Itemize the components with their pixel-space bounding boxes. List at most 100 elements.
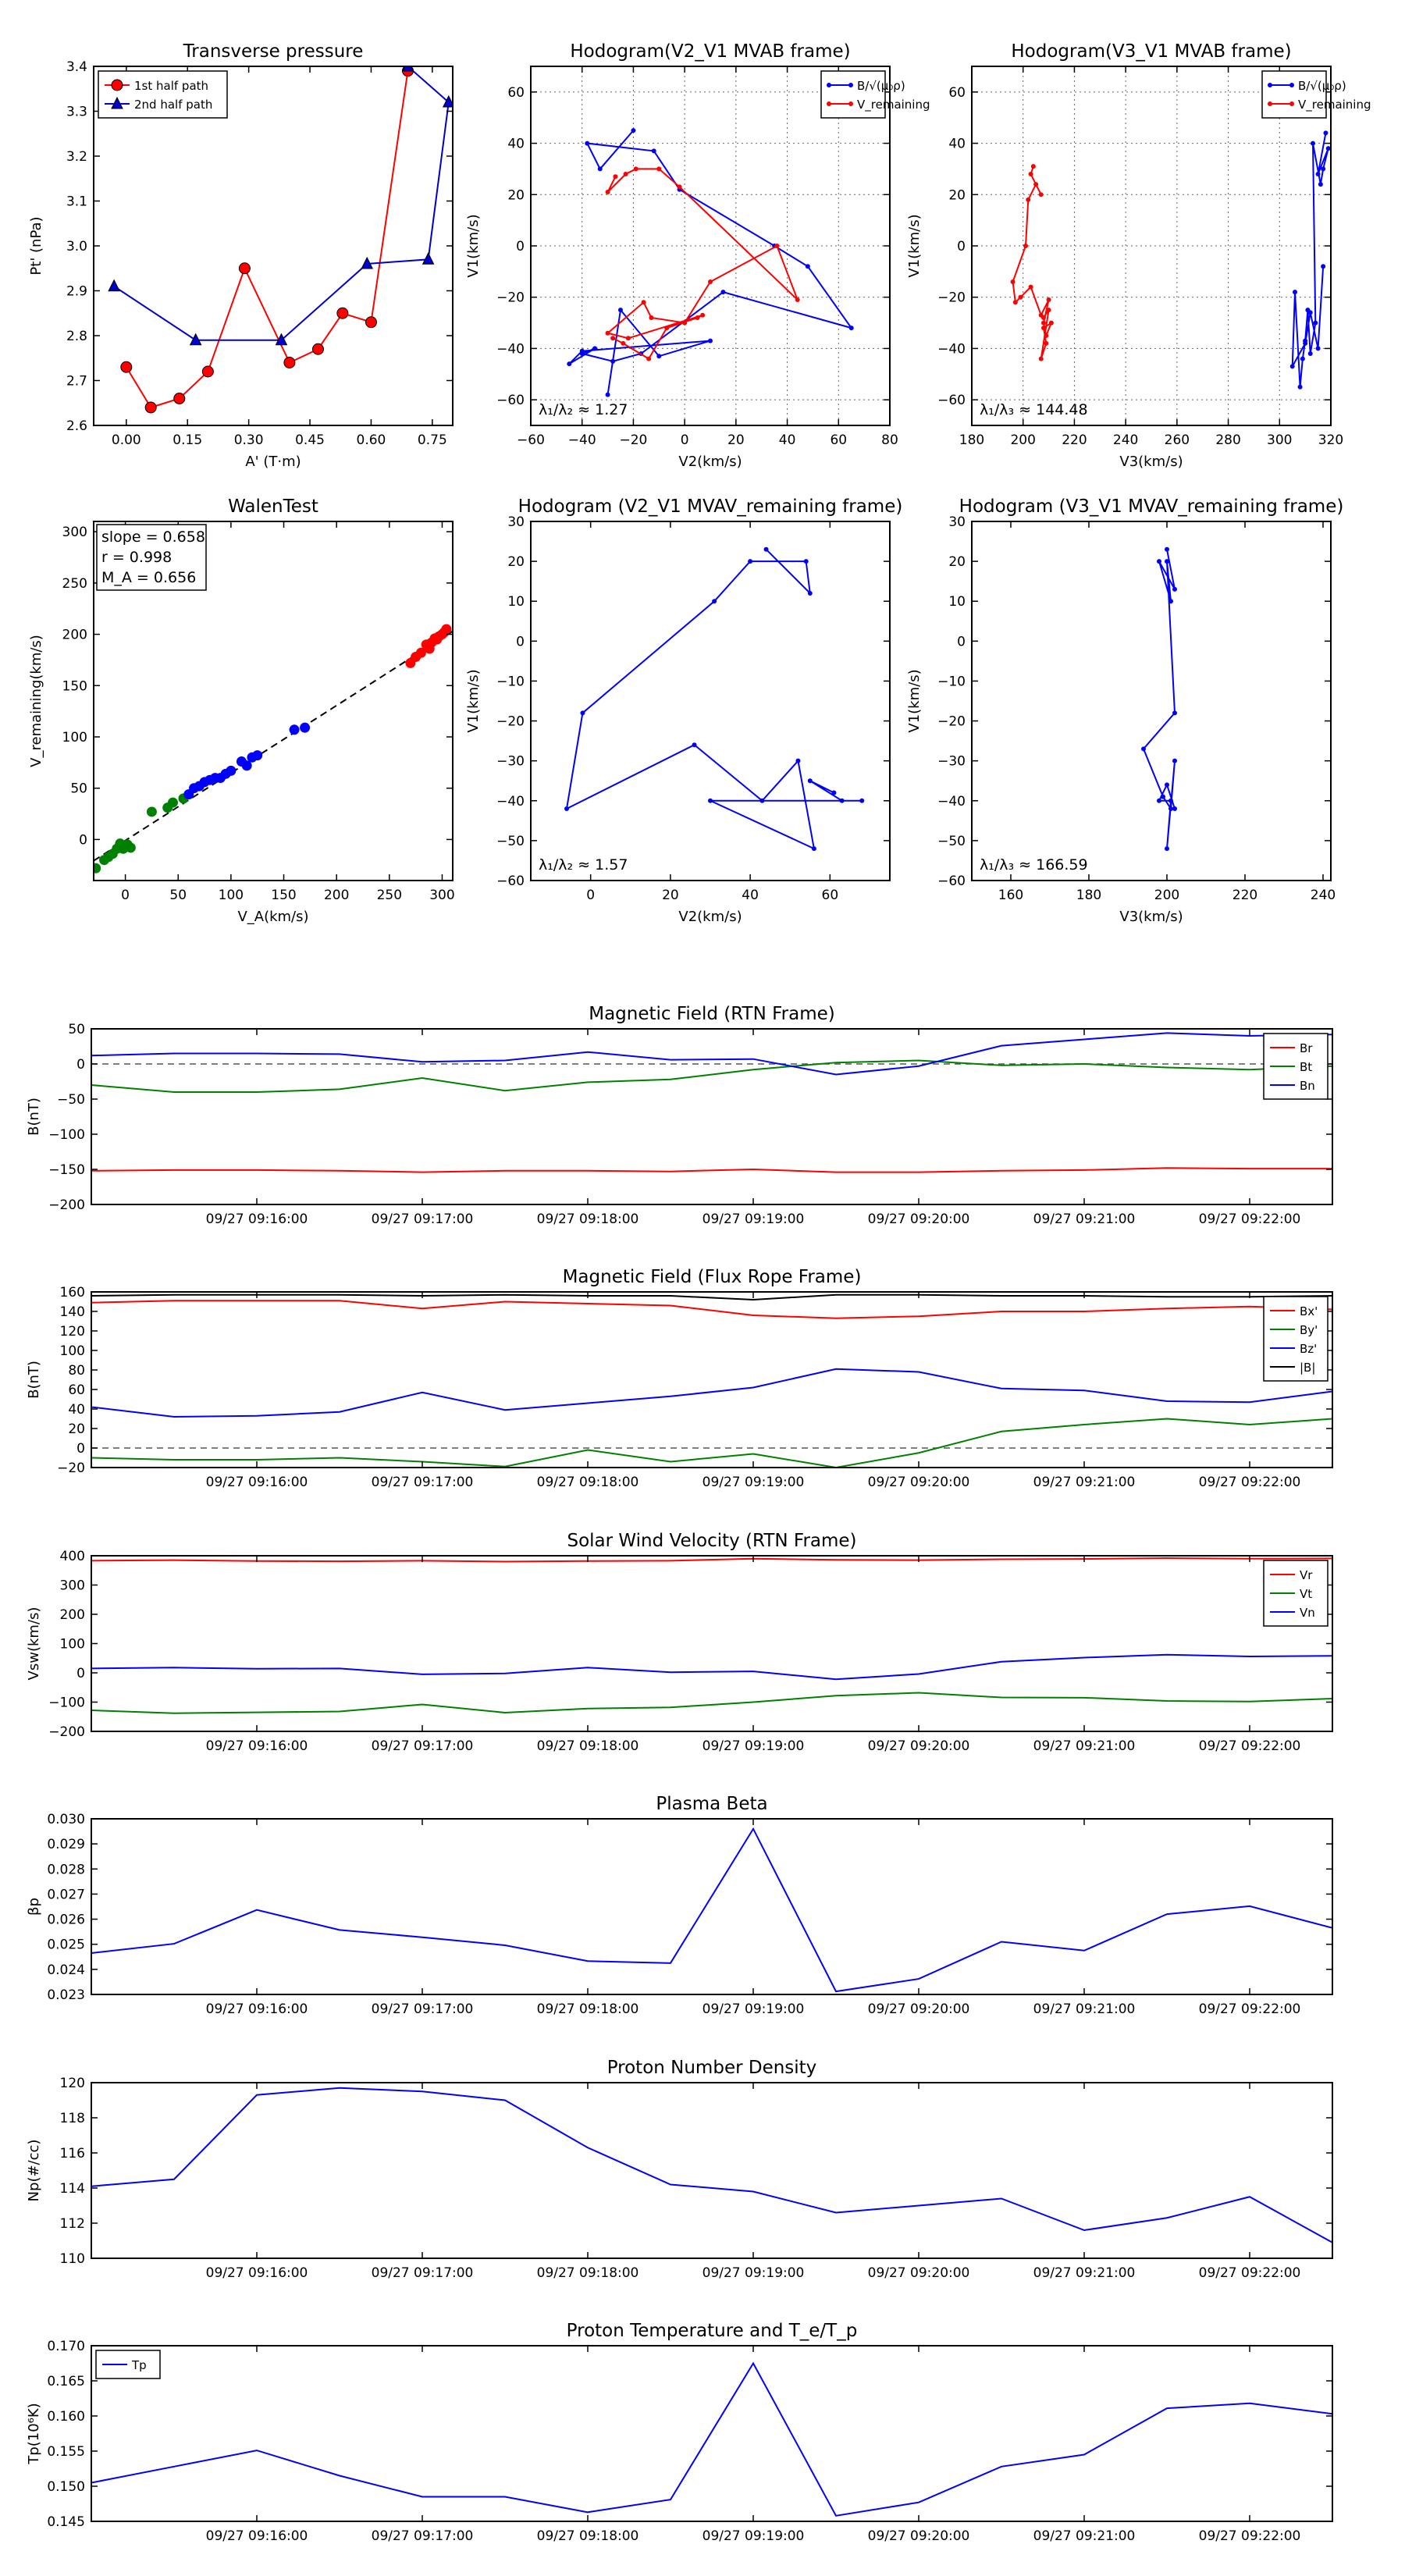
y-tick-label: −40 <box>496 341 525 357</box>
y-axis-label: V1(km/s) <box>465 214 482 277</box>
data-point <box>807 591 813 596</box>
chart-annotation: λ₁/λ₂ ≈ 1.57 <box>539 856 628 873</box>
y-tick-label: 0 <box>957 239 966 254</box>
series-b- <box>567 128 854 397</box>
y-tick-label: 50 <box>70 781 87 797</box>
y-axis-label: B(nT) <box>26 1361 42 1399</box>
legend-label: V_remaining <box>857 98 930 112</box>
legend-marker <box>827 101 831 106</box>
x-tick-label: 180 <box>1076 888 1101 903</box>
y-tick-label: 0.024 <box>47 1962 85 1978</box>
legend-label: Bt <box>1300 1060 1312 1074</box>
x-tick-label: 200 <box>324 888 349 903</box>
x-tick-label: 09/27 09:21:00 <box>1033 2528 1136 2544</box>
y-tick-label: 40 <box>507 137 525 152</box>
data-point <box>759 798 765 803</box>
x-tick-label: 09/27 09:20:00 <box>868 1475 970 1490</box>
y-tick-label: −60 <box>496 393 525 408</box>
y-tick-label: −10 <box>496 674 525 689</box>
x-tick-label: 50 <box>169 888 187 903</box>
x-tick-label: 09/27 09:16:00 <box>206 1738 308 1754</box>
y-tick-label: 114 <box>60 2181 85 2197</box>
x-tick-label: 09/27 09:16:00 <box>206 2001 308 2017</box>
y-tick-label: −200 <box>48 1197 85 1213</box>
chart-hodo_v2: Hodogram(V2_V1 MVAB frame) −60 −40 −20 0 20 40… <box>465 41 930 470</box>
x-tick-label: 09/27 09:21:00 <box>1033 2001 1136 2017</box>
y-tick-label: 0 <box>957 634 966 649</box>
data-point <box>1293 290 1297 295</box>
y-tick-label: 3.0 <box>66 239 87 254</box>
data-point <box>623 172 628 176</box>
series-br <box>91 1167 1332 1173</box>
x-tick-label: 0 <box>586 888 595 903</box>
x-tick-label: 09/27 09:18:00 <box>537 2528 639 2544</box>
data-point <box>125 842 136 853</box>
x-tick-label: 240 <box>1113 432 1138 448</box>
series-b <box>564 546 865 852</box>
x-tick-label: 09/27 09:22:00 <box>1199 1738 1301 1754</box>
y-tick-label: −100 <box>48 1695 85 1711</box>
x-tick-label: 60 <box>822 888 839 903</box>
data-point <box>1161 794 1165 799</box>
series-line <box>1012 165 1053 359</box>
series-line <box>565 549 863 850</box>
data-point <box>839 798 845 803</box>
data-point <box>859 798 865 803</box>
series-line <box>91 1167 1332 1173</box>
y-axis-label: Tp(10⁶K) <box>26 2403 42 2464</box>
chart-density: Proton Number Density 09/27 09:16:00 09/27… <box>26 2058 1333 2281</box>
data-point <box>1289 364 1295 369</box>
data-point <box>1315 346 1321 351</box>
data-point <box>708 798 713 803</box>
data-point <box>567 361 572 367</box>
data-point <box>1165 846 1169 852</box>
y-tick-label: 0 <box>76 1057 85 1073</box>
legend-box <box>98 70 228 119</box>
y-axis-label: Vsw(km/s) <box>26 1607 42 1681</box>
y-axis-label: B(nT) <box>26 1098 42 1136</box>
chart-title: Transverse pressure <box>183 41 364 62</box>
chart-transverse: Transverse pressure 0.00 0.15 0.30 0.45 0.60 0… <box>28 41 454 470</box>
legend-box <box>820 70 886 119</box>
chart-hodo2_v2: Hodogram (V2_V1 MVAV_remaining frame) 0 20… <box>465 496 902 925</box>
y-tick-label: 0.028 <box>47 1862 85 1877</box>
data-point <box>610 336 616 341</box>
y-tick-label: −20 <box>937 290 966 306</box>
series-2nd-half-path <box>108 66 453 346</box>
series-green <box>94 793 189 873</box>
x-tick-label: 09/27 09:16:00 <box>206 2265 308 2281</box>
y-tick-label: 300 <box>60 1578 85 1594</box>
chart-beta: Plasma Beta 09/27 09:16:00 09/27 09:17:00 0… <box>26 1794 1333 2017</box>
x-axis-label: V3(km/s) <box>1119 454 1183 470</box>
y-tick-label: 116 <box>60 2146 85 2161</box>
data-point <box>1165 546 1169 552</box>
data-point <box>146 806 157 817</box>
y-tick-label: 0.160 <box>47 2409 85 2425</box>
data-point <box>605 190 610 194</box>
plot-frame <box>93 521 454 881</box>
chart-title: Magnetic Field (RTN Frame) <box>589 1004 835 1024</box>
y-tick-label: 200 <box>62 628 87 643</box>
data-point <box>677 184 682 190</box>
x-tick-label: 100 <box>219 888 244 903</box>
x-tick-label: 09/27 09:19:00 <box>702 2265 805 2281</box>
series-line <box>1291 133 1329 387</box>
y-tick-label: 0 <box>76 1441 85 1457</box>
x-axis-label: V2(km/s) <box>678 909 742 925</box>
data-point <box>1041 326 1046 331</box>
data-point <box>1297 384 1303 390</box>
y-tick-label: 10 <box>948 594 966 610</box>
x-tick-label: −20 <box>619 432 647 448</box>
data-point <box>1141 746 1146 752</box>
data-point <box>189 333 202 346</box>
y-tick-label: 100 <box>60 1343 85 1359</box>
y-tick-label: 0.170 <box>47 2339 85 2354</box>
data-point <box>613 174 618 180</box>
y-tick-label: 0.025 <box>47 1937 85 1953</box>
y-tick-label: 2.9 <box>66 284 87 300</box>
data-point <box>1313 320 1318 326</box>
legend-marker <box>111 79 123 91</box>
y-tick-label: 0 <box>516 634 525 649</box>
chart-title: Hodogram (V3_V1 MVAV_remaining frame) <box>959 496 1344 517</box>
data-point <box>621 340 626 346</box>
